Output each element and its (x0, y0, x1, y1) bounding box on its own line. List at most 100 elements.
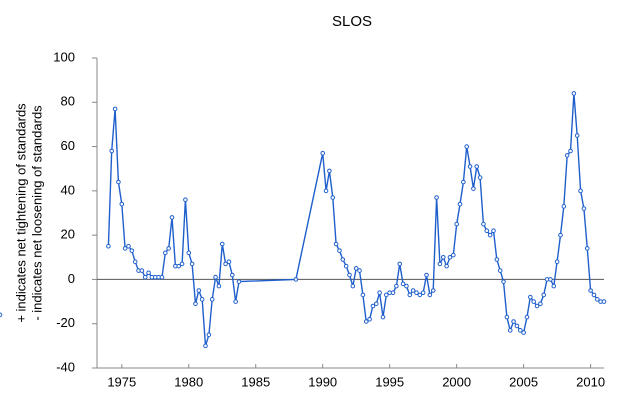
data-point (390, 290, 396, 296)
data-point (132, 259, 138, 265)
data-point (584, 246, 590, 251)
y-axis-label: + indicates net tightening of standards (13, 103, 28, 323)
x-tick-label: 1985 (241, 374, 270, 389)
data-point (514, 323, 520, 329)
data-point (122, 246, 128, 251)
data-point (591, 292, 597, 298)
data-point (330, 195, 336, 200)
data-point (183, 197, 188, 203)
data-point (106, 243, 111, 249)
data-point (404, 283, 409, 289)
data-point (531, 299, 536, 304)
data-point (504, 314, 510, 320)
data-point (491, 228, 496, 234)
y-tick-label: 20 (61, 227, 75, 242)
data-point (206, 332, 212, 338)
chart-title: SLOS (332, 13, 372, 30)
data-point (407, 292, 413, 298)
data-point (484, 228, 490, 234)
data-point (347, 272, 352, 278)
data-point (226, 259, 232, 265)
data-point (213, 274, 218, 280)
data-point (112, 106, 118, 112)
data-point (370, 303, 376, 309)
data-point (574, 133, 580, 138)
data-point (554, 259, 560, 265)
data-point (427, 292, 433, 298)
data-point (189, 261, 195, 267)
data-point (551, 283, 557, 289)
data-point (561, 204, 567, 209)
data-point (400, 281, 406, 287)
data-point (397, 261, 403, 267)
data-point (109, 148, 115, 154)
data-point (169, 215, 175, 220)
data-point (461, 179, 466, 185)
data-point (186, 250, 192, 256)
data-point (434, 195, 439, 200)
data-point (588, 288, 593, 293)
data-point (481, 221, 486, 227)
data-point (233, 299, 238, 304)
data-point (193, 301, 198, 307)
data-point (524, 314, 530, 320)
data-point (126, 243, 131, 249)
data-point (179, 261, 185, 267)
data-point (353, 266, 359, 271)
data-point (229, 272, 235, 278)
data-point (320, 150, 326, 156)
data-point (507, 328, 513, 333)
data-point (333, 241, 339, 247)
data-point (357, 268, 362, 273)
data-point (454, 221, 459, 227)
x-tick-label: 2000 (442, 374, 471, 389)
data-point (350, 283, 356, 289)
x-tick-label: 1990 (308, 374, 337, 389)
data-point (420, 290, 426, 296)
data-point (581, 206, 587, 211)
data-point (447, 254, 453, 260)
data-point (464, 144, 470, 149)
y-axis-label: - indicates net loosening of standards (29, 105, 44, 321)
data-point (360, 292, 366, 298)
data-point (384, 292, 389, 298)
data-point (521, 330, 526, 335)
data-point (494, 257, 500, 262)
data-point (209, 297, 215, 302)
data-point (377, 290, 382, 296)
y-tick-label: -40 (56, 359, 75, 374)
y-tick-label: 60 (61, 138, 75, 153)
data-point (564, 153, 570, 158)
data-point (323, 188, 329, 194)
data-point (216, 283, 222, 289)
data-point (337, 248, 342, 253)
data-point (568, 148, 573, 154)
data-point (601, 299, 607, 304)
data-point (487, 232, 493, 238)
data-point (471, 186, 476, 191)
data-point (528, 294, 533, 300)
data-point (417, 292, 423, 298)
data-point (538, 301, 543, 307)
data-point (203, 343, 208, 349)
y-tick-label: 40 (61, 182, 75, 197)
data-point (293, 277, 299, 282)
y-tick-label: -20 (56, 315, 75, 330)
y-tick-label: 100 (53, 49, 75, 64)
data-point (199, 297, 205, 302)
data-point (163, 250, 168, 256)
data-point (142, 274, 148, 280)
data-point (497, 268, 503, 273)
data-point (474, 164, 480, 169)
data-point (451, 252, 456, 258)
data-point (394, 283, 399, 289)
y-tick-label: 80 (61, 94, 75, 109)
data-point (236, 279, 242, 284)
x-tick-label: 1995 (375, 374, 404, 389)
data-point (571, 91, 577, 96)
data-point (440, 254, 446, 260)
data-point (327, 168, 332, 174)
data-point (444, 263, 449, 269)
data-point (0, 312, 3, 318)
